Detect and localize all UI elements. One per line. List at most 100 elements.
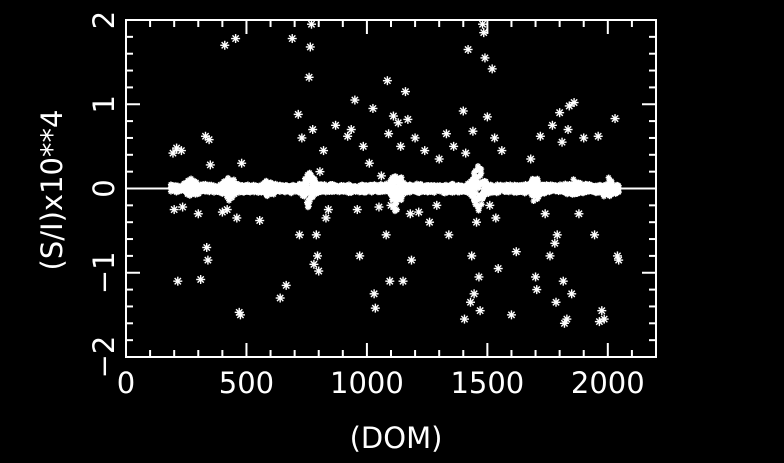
data-point (287, 34, 297, 44)
band-point (478, 170, 485, 177)
data-point (458, 106, 468, 116)
data-point (547, 120, 557, 130)
data-point (555, 108, 565, 118)
data-point (551, 297, 561, 307)
y-tick-label: 2 (87, 11, 121, 29)
data-point (574, 209, 584, 219)
data-point (552, 230, 562, 240)
data-point (203, 255, 213, 265)
data-point (441, 129, 451, 139)
x-tick-label: 1000 (330, 366, 404, 400)
data-point (364, 158, 374, 168)
data-point (293, 109, 303, 119)
data-point (405, 209, 415, 219)
data-point (204, 135, 214, 145)
data-point (388, 111, 398, 121)
data-point (294, 230, 304, 240)
data-point (590, 230, 600, 240)
data-point (384, 129, 394, 139)
data-point (557, 137, 567, 147)
data-point (350, 95, 360, 105)
data-point (558, 276, 568, 286)
data-point (313, 251, 323, 261)
data-point (307, 19, 316, 29)
data-point (297, 133, 307, 143)
data-point (193, 209, 203, 219)
data-point (493, 264, 503, 274)
data-point (222, 205, 232, 215)
data-point (382, 76, 392, 86)
band-point (229, 194, 236, 201)
data-point (196, 274, 206, 284)
data-point (398, 276, 408, 286)
data-point (610, 114, 620, 124)
data-point (540, 209, 550, 219)
data-point (478, 19, 488, 29)
y-tick-label: 1 (87, 95, 121, 113)
data-point (563, 125, 573, 135)
data-point (403, 114, 413, 124)
data-point (169, 205, 179, 215)
data-point (597, 306, 607, 316)
data-point (461, 148, 471, 158)
data-point (434, 154, 444, 164)
data-point (425, 217, 435, 227)
data-point (414, 207, 424, 217)
x-tick-labels: 0 500 1000 1500 2000 (117, 366, 645, 400)
data-point (466, 297, 475, 307)
y-axis-label: (S/I)x10**4 (35, 110, 69, 271)
data-point (532, 285, 542, 295)
data-point (323, 205, 333, 215)
data-point (467, 251, 477, 261)
data-point (374, 202, 384, 212)
data-point (444, 230, 454, 240)
data-point (410, 133, 420, 143)
data-point (579, 133, 589, 143)
data-point (358, 141, 368, 151)
data-point (468, 126, 478, 136)
y-tick-labels: −2 −1 0 1 2 (87, 11, 121, 379)
data-point (311, 230, 321, 240)
data-point (545, 251, 555, 261)
data-point (475, 306, 485, 316)
data-point (526, 154, 536, 164)
data-point (385, 276, 395, 286)
data-point (485, 200, 495, 210)
data-point (463, 44, 473, 54)
data-point (393, 118, 403, 128)
data-point (178, 202, 188, 212)
data-point (305, 42, 315, 52)
data-point (381, 230, 391, 240)
data-point (255, 216, 265, 226)
data-point (535, 131, 545, 141)
data-point (176, 146, 186, 156)
x-tick-label: 1500 (450, 366, 524, 400)
data-point (593, 131, 603, 141)
y-tick-label: −1 (87, 251, 121, 294)
data-point (491, 213, 501, 223)
data-point (391, 196, 401, 206)
y-tick-label: −2 (87, 336, 121, 379)
data-point (459, 314, 469, 324)
data-point (376, 171, 386, 181)
data-point (474, 272, 484, 282)
data-point (531, 272, 541, 282)
data-point (562, 314, 572, 324)
data-point (173, 276, 183, 286)
data-point (400, 87, 410, 97)
data-point (308, 125, 318, 135)
data-point (319, 146, 329, 156)
data-point (281, 280, 291, 290)
data-point (352, 205, 362, 215)
data-point (346, 125, 356, 135)
data-point (309, 259, 319, 269)
data-point (321, 213, 331, 223)
data-point (420, 146, 430, 156)
data-point (469, 289, 479, 299)
data-point (482, 112, 492, 122)
y-tick-label: 0 (87, 179, 121, 197)
data-point (567, 289, 577, 299)
data-point (449, 141, 459, 151)
data-point (235, 310, 245, 320)
data-point (369, 289, 379, 299)
